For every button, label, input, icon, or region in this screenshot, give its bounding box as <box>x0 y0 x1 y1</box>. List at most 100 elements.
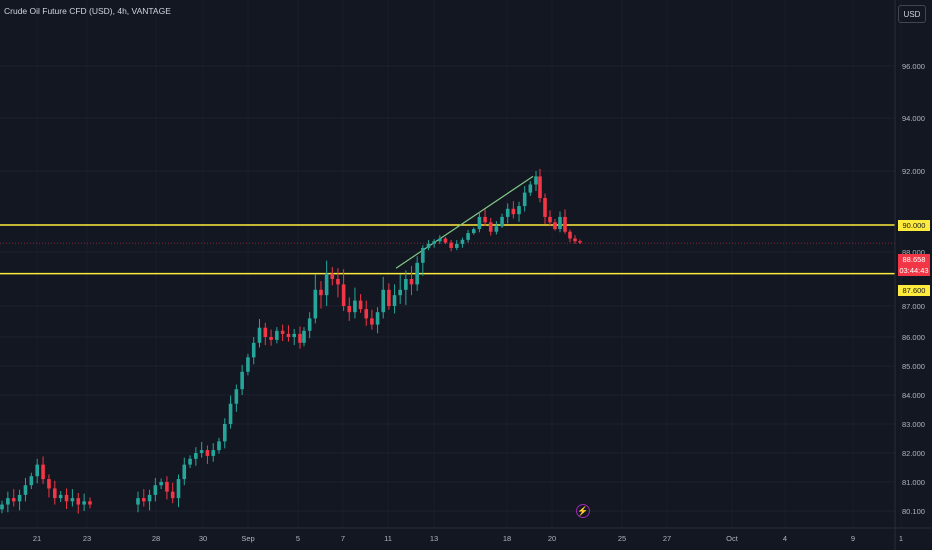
candle <box>471 227 476 235</box>
candle <box>58 491 63 502</box>
x-tick-label: 21 <box>33 534 41 543</box>
candle <box>64 488 69 510</box>
candle <box>324 260 329 306</box>
candle <box>269 329 273 346</box>
candle <box>53 480 57 505</box>
candle <box>449 239 453 252</box>
candle <box>286 325 291 342</box>
candle <box>182 457 187 486</box>
candle <box>364 300 369 326</box>
candle <box>88 497 92 509</box>
y-tick-label: 94.000 <box>902 114 925 123</box>
candle <box>6 491 10 513</box>
candle <box>170 482 175 504</box>
candle <box>35 458 39 484</box>
candle <box>165 476 169 500</box>
candle <box>194 447 198 466</box>
trend-line[interactable] <box>395 175 534 269</box>
lightning-icon[interactable]: ⚡ <box>576 504 590 518</box>
y-tick-label: 83.000 <box>902 420 925 429</box>
candle <box>347 297 352 321</box>
countdown-timer: 03:44:43 <box>899 266 929 275</box>
current-price-badge: 88.658 03:44:43 <box>898 254 930 276</box>
candle <box>358 294 363 313</box>
candle <box>477 211 482 233</box>
candle <box>543 193 547 225</box>
candle <box>313 274 318 324</box>
candle <box>517 201 521 222</box>
candle <box>500 213 504 228</box>
candle <box>488 217 493 236</box>
y-tick-label: 86.000 <box>902 333 925 342</box>
candle <box>251 337 256 365</box>
candle <box>398 274 402 304</box>
candle <box>275 327 279 344</box>
candle <box>341 269 346 311</box>
x-tick-label: 5 <box>296 534 300 543</box>
price-axis[interactable]: 96.000 94.000 92.000 88.000 87.000 86.000 85.0… <box>894 0 925 550</box>
x-tick-label: 18 <box>503 534 511 543</box>
time-axis[interactable]: 21 23 28 30 Sep 5 7 11 13 18 20 25 27 Oct 4 9 1 <box>0 527 932 543</box>
candle <box>404 270 408 305</box>
grid-lines <box>0 65 895 512</box>
candle <box>558 211 562 233</box>
x-tick-label: 30 <box>199 534 207 543</box>
candle <box>47 474 51 498</box>
candle <box>302 327 306 347</box>
candle <box>257 319 262 348</box>
candle <box>298 326 302 349</box>
candle <box>141 489 146 507</box>
candle <box>76 492 81 514</box>
candle <box>240 364 244 395</box>
candle <box>568 229 572 243</box>
y-tick-label: 80.100 <box>902 507 925 516</box>
candle <box>375 307 380 334</box>
chart-title: Crude Oil Future CFD (USD), 4h, VANTAGE <box>4 6 171 16</box>
x-tick-label: 9 <box>851 534 855 543</box>
candle <box>217 437 221 454</box>
y-tick-label: 88.000 <box>902 248 925 257</box>
y-tick-label: 82.000 <box>902 449 925 458</box>
candle <box>409 266 414 296</box>
candle <box>538 168 542 203</box>
x-tick-label: 27 <box>663 534 671 543</box>
candle <box>528 181 533 196</box>
candle <box>263 322 268 346</box>
candle <box>522 186 527 212</box>
candle <box>553 219 557 231</box>
candle <box>460 237 465 248</box>
candle <box>548 210 552 227</box>
candle <box>353 287 357 319</box>
candle <box>205 445 210 465</box>
candle <box>222 418 227 449</box>
candle <box>387 283 391 310</box>
candle <box>147 489 152 511</box>
candle <box>29 472 34 490</box>
candle <box>319 281 323 309</box>
candle <box>426 240 431 251</box>
x-tick-label: Oct <box>726 534 739 543</box>
candle <box>211 443 216 462</box>
candle <box>11 489 16 507</box>
horizontal-levels[interactable] <box>0 224 895 275</box>
candle <box>280 324 285 342</box>
candle <box>199 441 204 458</box>
candle <box>41 456 45 484</box>
x-tick-label: 20 <box>548 534 556 543</box>
candle <box>136 491 140 513</box>
y-tick-label: 92.000 <box>902 167 925 176</box>
candle <box>330 267 335 286</box>
x-tick-label: 23 <box>83 534 91 543</box>
candle <box>505 203 510 224</box>
candle <box>454 240 459 251</box>
candle <box>563 209 567 234</box>
x-tick-label: 1 <box>899 534 903 543</box>
candle <box>234 384 239 412</box>
candle <box>392 284 397 314</box>
x-tick-label: 7 <box>341 534 345 543</box>
candle <box>432 239 436 248</box>
candle <box>0 500 4 514</box>
candle <box>228 395 233 429</box>
currency-button[interactable]: USD <box>898 5 926 23</box>
